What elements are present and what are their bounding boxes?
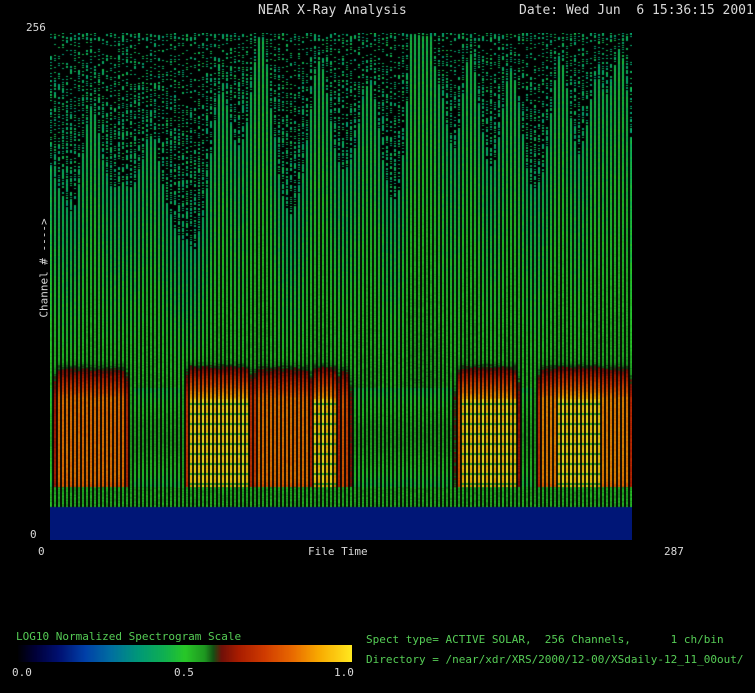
directory-label: Directory = /near/xdr/XRS/2000/12-00/XSd… bbox=[366, 653, 744, 666]
spect-type-label: Spect type= ACTIVE SOLAR, 256 Channels, … bbox=[366, 633, 724, 646]
y-axis-max-label: 256 bbox=[26, 21, 46, 34]
x-axis-label: File Time bbox=[308, 545, 368, 558]
x-axis-max-label: 287 bbox=[664, 545, 684, 558]
x-axis-min-label: 0 bbox=[38, 545, 45, 558]
colorbar-tick-max: 1.0 bbox=[334, 666, 354, 679]
y-axis-label: Channel # ----> bbox=[37, 218, 51, 318]
y-axis-min-label: 0 bbox=[30, 528, 37, 541]
spectrogram-plot bbox=[50, 33, 632, 540]
date-label: Date: Wed Jun 6 15:36:15 2001 bbox=[519, 3, 754, 18]
colorbar bbox=[18, 645, 352, 662]
colorbar-tick-mid: 0.5 bbox=[174, 666, 194, 679]
colorbar-title: LOG10 Normalized Spectrogram Scale bbox=[16, 630, 242, 643]
colorbar-tick-min: 0.0 bbox=[12, 666, 32, 679]
page-title: NEAR X-Ray Analysis bbox=[258, 3, 407, 18]
